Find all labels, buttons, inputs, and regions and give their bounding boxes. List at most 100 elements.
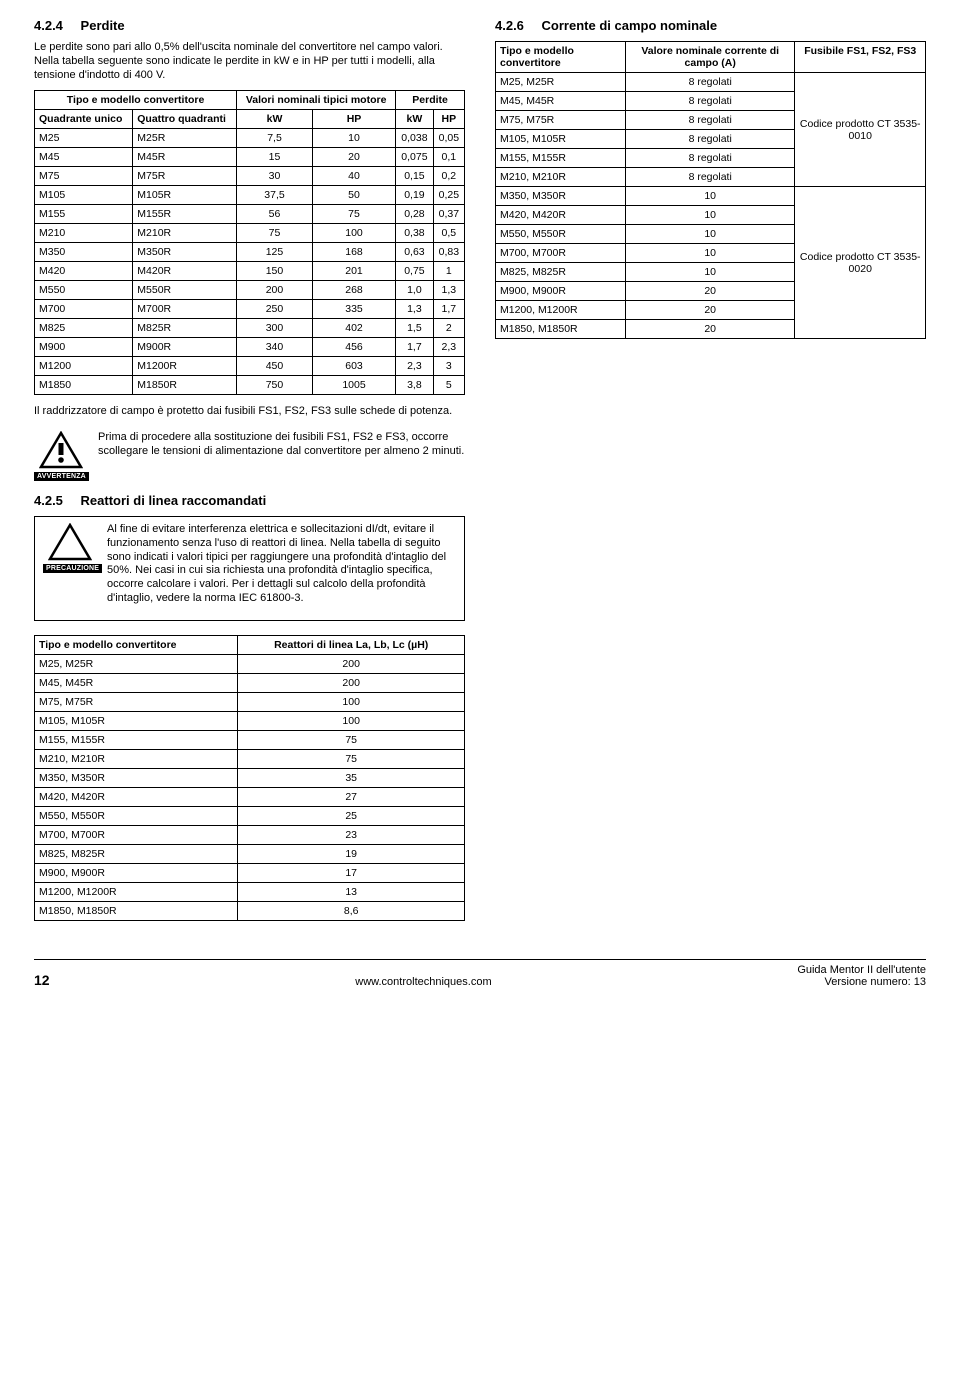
table-row: M75, M75R100 [35, 692, 465, 711]
table-cell: M210, M210R [496, 168, 626, 187]
table-cell: 0,075 [396, 148, 434, 167]
table-cell: M155R [133, 205, 237, 224]
table-cell: 25 [238, 806, 465, 825]
table-cell: 268 [312, 281, 395, 300]
table-cell: M45, M45R [496, 92, 626, 111]
table-cell: M1200R [133, 357, 237, 376]
table-cell: 50 [312, 186, 395, 205]
table-cell: M155, M155R [35, 730, 238, 749]
th-valori: Valori nominali tipici motore [237, 91, 396, 110]
table-cell: M25, M25R [496, 73, 626, 92]
table-cell: M825, M825R [35, 844, 238, 863]
table-cell: M25R [133, 129, 237, 148]
table-cell: M700, M700R [35, 825, 238, 844]
table-cell: M75, M75R [496, 111, 626, 130]
table-cell: 23 [238, 825, 465, 844]
react-th2: Reattori di linea La, Lb, Lc (µH) [238, 635, 465, 654]
warning-icon: AVVERTENZA [34, 431, 88, 481]
table-cell: 10 [625, 225, 795, 244]
product-code-cell: Codice prodotto CT 3535-0020 [795, 187, 926, 339]
table-cell: 19 [238, 844, 465, 863]
table-row: M1850, M1850R8,6 [35, 901, 465, 920]
th-tipo: Tipo e modello convertitore [35, 91, 237, 110]
table-cell: M900R [133, 338, 237, 357]
table-cell: 300 [237, 319, 313, 338]
fc-th-tipo: Tipo e modello convertitore [496, 42, 626, 73]
table-cell: 8 regolati [625, 168, 795, 187]
table-cell: 200 [238, 654, 465, 673]
table-cell: M700R [133, 300, 237, 319]
table-cell: 150 [237, 262, 313, 281]
table-cell: 0,38 [396, 224, 434, 243]
table-cell: M1850, M1850R [496, 320, 626, 339]
table-cell: 168 [312, 243, 395, 262]
section-424-heading: 4.2.4 Perdite [34, 18, 465, 33]
table-cell: 1,7 [396, 338, 434, 357]
table-cell: 20 [625, 282, 795, 301]
table-cell: 200 [238, 673, 465, 692]
warning-box: AVVERTENZA Prima di procedere alla sosti… [34, 431, 465, 481]
th-kw: kW [237, 110, 313, 129]
table-cell: 56 [237, 205, 313, 224]
table-cell: 20 [625, 301, 795, 320]
table-cell: 603 [312, 357, 395, 376]
table-cell: M350, M350R [35, 768, 238, 787]
table-cell: M420 [35, 262, 133, 281]
table-cell: M155 [35, 205, 133, 224]
table-cell: M105 [35, 186, 133, 205]
table-row: M900M900R3404561,72,3 [35, 338, 465, 357]
th-hp: HP [312, 110, 395, 129]
table-cell: 37,5 [237, 186, 313, 205]
table-row: M25, M25R8 regolatiCodice prodotto CT 35… [496, 73, 926, 92]
warning-label: AVVERTENZA [34, 472, 89, 481]
table-cell: M45, M45R [35, 673, 238, 692]
table-cell: 8,6 [238, 901, 465, 920]
table-cell: 10 [625, 244, 795, 263]
table-cell: 402 [312, 319, 395, 338]
table-cell: 125 [237, 243, 313, 262]
intro-text: Le perdite sono pari allo 0,5% dell'usci… [34, 41, 465, 82]
table-cell: 0,15 [396, 167, 434, 186]
product-code-cell: Codice prodotto CT 3535-0010 [795, 73, 926, 187]
table-cell: 20 [625, 320, 795, 339]
table-row: M75M75R30400,150,2 [35, 167, 465, 186]
table-row: M105M105R37,5500,190,25 [35, 186, 465, 205]
table-cell: 0,28 [396, 205, 434, 224]
table-row: M1200, M1200R13 [35, 882, 465, 901]
table-cell: 456 [312, 338, 395, 357]
table-cell: 250 [237, 300, 313, 319]
table-cell: 0,2 [433, 167, 464, 186]
table-cell: 1,7 [433, 300, 464, 319]
table-cell: 100 [312, 224, 395, 243]
footer-guide: Guida Mentor II dell'utente [797, 964, 926, 976]
table-cell: 1,3 [396, 300, 434, 319]
table-cell: 8 regolati [625, 149, 795, 168]
table-cell: 17 [238, 863, 465, 882]
table-row: M550, M550R25 [35, 806, 465, 825]
table-cell: 1,0 [396, 281, 434, 300]
table-row: M105, M105R100 [35, 711, 465, 730]
table-cell: 20 [312, 148, 395, 167]
table-cell: 100 [238, 692, 465, 711]
table-cell: 40 [312, 167, 395, 186]
table-cell: 2 [433, 319, 464, 338]
table-cell: M1850R [133, 376, 237, 395]
table-row: M25M25R7,5100,0380,05 [35, 129, 465, 148]
table-cell: M825 [35, 319, 133, 338]
table-cell: 10 [625, 206, 795, 225]
table-row: M1200M1200R4506032,33 [35, 357, 465, 376]
table-row: M155, M155R75 [35, 730, 465, 749]
table-cell: 10 [625, 263, 795, 282]
note-text: Il raddrizzatore di campo è protetto dai… [34, 405, 465, 419]
table-row: M700M700R2503351,31,7 [35, 300, 465, 319]
table-cell: 35 [238, 768, 465, 787]
warning-text: Prima di procedere alla sostituzione dei… [98, 431, 465, 459]
losses-table: Tipo e modello convertitore Valori nomin… [34, 90, 465, 395]
table-cell: M75R [133, 167, 237, 186]
table-cell: M900, M900R [496, 282, 626, 301]
table-row: M45, M45R200 [35, 673, 465, 692]
table-row: M45M45R15200,0750,1 [35, 148, 465, 167]
table-cell: M700 [35, 300, 133, 319]
th-quadrante: Quadrante unico [35, 110, 133, 129]
table-cell: M420, M420R [496, 206, 626, 225]
